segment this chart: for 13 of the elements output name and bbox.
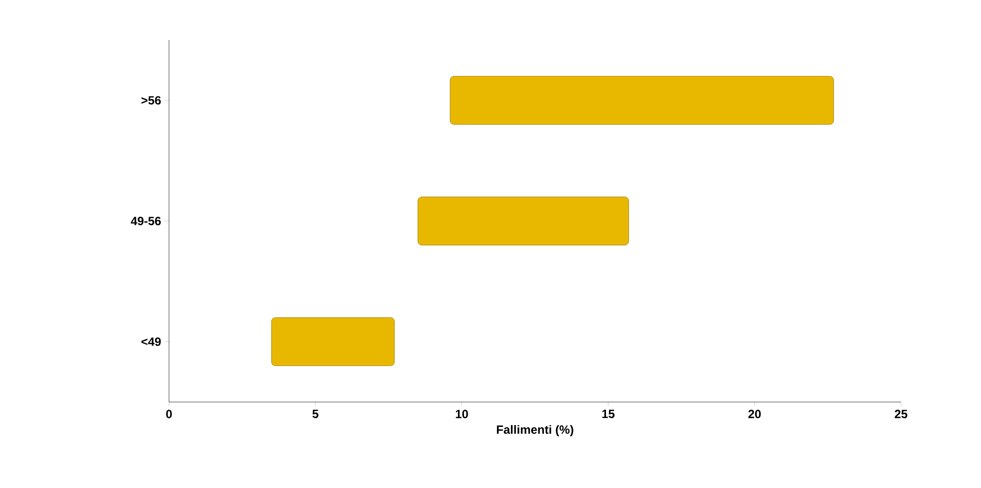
- x-axis-title: Fallimenti (%): [496, 425, 574, 436]
- x-tick-label: 25: [894, 410, 908, 418]
- x-tick-label: 5: [312, 410, 318, 418]
- bar: [450, 76, 834, 125]
- x-tick-label: 15: [602, 410, 615, 418]
- y-tick-label: 49-56: [130, 216, 161, 226]
- x-tick-label: 20: [748, 410, 761, 418]
- x-tick-label: 0: [166, 410, 172, 418]
- y-tick-label: <49: [141, 337, 161, 346]
- x-tick-label: 10: [456, 410, 468, 418]
- bar: [271, 317, 395, 366]
- bar: [418, 196, 629, 246]
- y-tick-label: >56: [141, 96, 161, 105]
